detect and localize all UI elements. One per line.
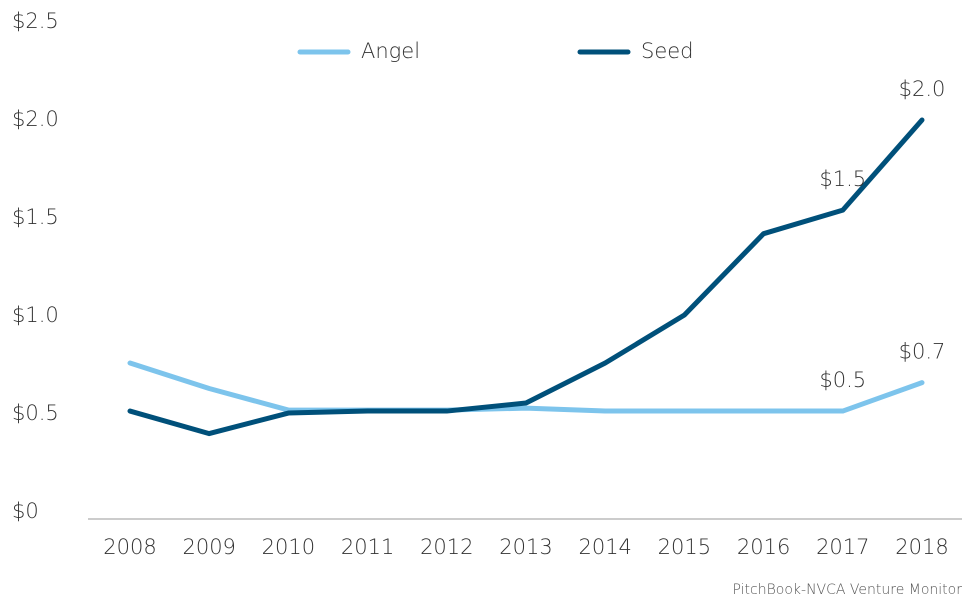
y-tick-label: $1.5 <box>12 205 59 229</box>
y-tick-label: $2.0 <box>12 107 59 131</box>
x-tick-label: 2008 <box>103 535 156 559</box>
x-tick-label: 2017 <box>816 535 869 559</box>
legend-label: Seed <box>641 39 694 63</box>
x-tick-label: 2018 <box>895 535 948 559</box>
x-tick-label: 2014 <box>578 535 631 559</box>
y-tick-label: $0.5 <box>12 401 59 425</box>
x-tick-label: 2009 <box>182 535 235 559</box>
data-label: $0.5 <box>819 368 866 392</box>
x-tick-label: 2013 <box>499 535 552 559</box>
series-line <box>127 360 925 414</box>
series-line <box>127 117 925 437</box>
source: PitchBook-NVCA Venture Monitor <box>733 582 963 598</box>
y-tick-label: $0 <box>12 499 39 523</box>
x-tick-label: 2015 <box>658 535 711 559</box>
data-label: $2.0 <box>899 77 946 101</box>
x-tick-label: 2011 <box>341 535 394 559</box>
legend-label: Angel <box>361 39 420 63</box>
x-tick-label: 2010 <box>262 535 315 559</box>
data-label: $0.7 <box>899 340 946 364</box>
data-label: $1.5 <box>819 167 866 191</box>
y-tick-label: $1.0 <box>12 303 59 327</box>
y-tick-label: $2.5 <box>12 9 59 33</box>
x-tick-label: 2012 <box>420 535 473 559</box>
x-tick-label: 2016 <box>737 535 790 559</box>
